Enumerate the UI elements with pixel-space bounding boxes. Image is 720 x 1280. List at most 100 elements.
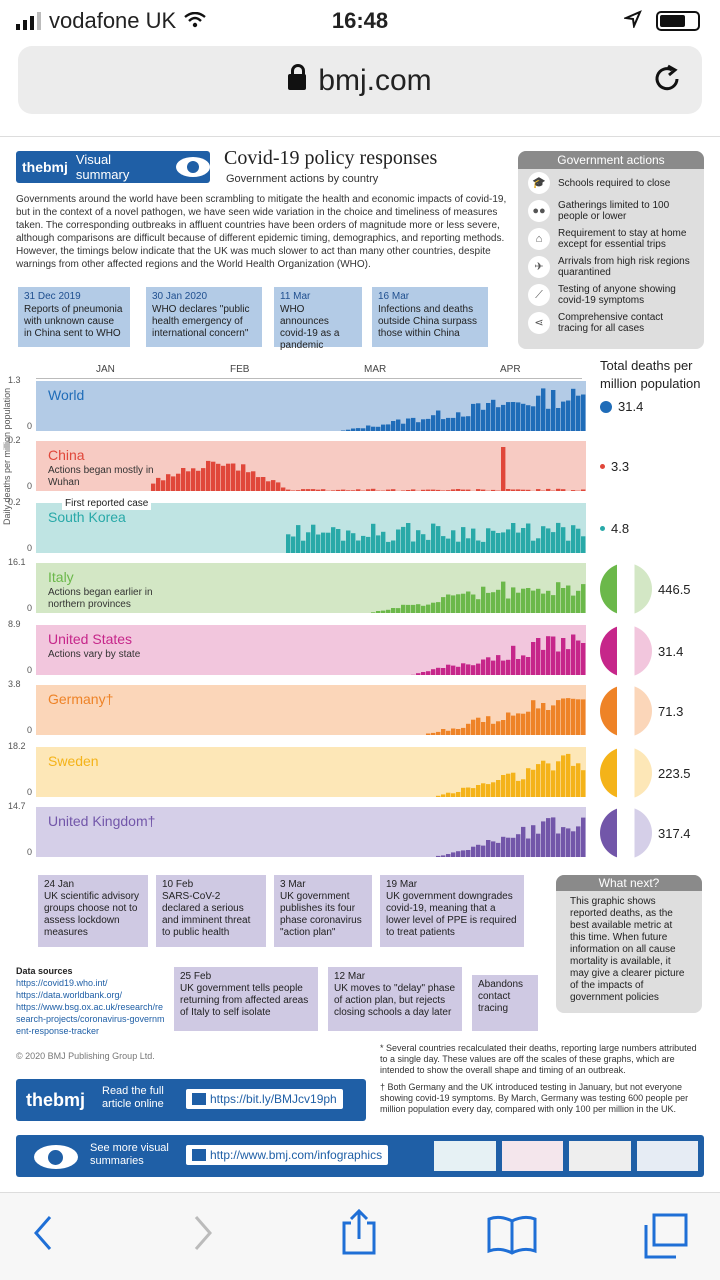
bookmarks-icon[interactable]: [486, 1213, 538, 1260]
total-value: 317.4: [658, 825, 691, 841]
article-link[interactable]: https://bit.ly/BMJcv19ph: [186, 1089, 343, 1109]
y-max-label: 8.9: [8, 619, 21, 629]
death-bar: [471, 528, 476, 553]
death-bar: [546, 710, 551, 735]
bmj-badge: thebmj Visual summary: [16, 151, 210, 183]
legend-item: Gatherings limited to 100 people or lowe…: [558, 200, 670, 222]
death-bar: [306, 489, 311, 491]
death-bar: [436, 526, 441, 553]
month-label: FEB: [230, 364, 250, 375]
death-bar: [531, 642, 536, 675]
death-bar: [536, 538, 541, 553]
death-bar: [371, 612, 376, 613]
death-bar: [531, 769, 536, 797]
death-bar: [576, 395, 581, 431]
more-summaries-banner[interactable]: See more visual summaries http://www.bmj…: [16, 1135, 704, 1177]
y-min-label: 0: [27, 787, 33, 797]
death-bar: [496, 589, 501, 613]
carrier-name: vodafone UK: [49, 8, 177, 33]
death-bar: [541, 649, 546, 675]
reload-icon[interactable]: [650, 62, 684, 101]
country-name: United States: [48, 631, 133, 647]
death-bar: [576, 763, 581, 797]
death-bar: [406, 523, 411, 553]
death-bar: [461, 850, 466, 857]
forward-icon[interactable]: [188, 1213, 218, 1258]
death-bar: [386, 424, 391, 431]
tabs-icon[interactable]: [640, 1213, 690, 1264]
death-bar: [286, 534, 291, 553]
death-bar: [376, 535, 381, 553]
death-bar: [151, 483, 156, 491]
death-bar: [581, 394, 586, 431]
death-bar: [236, 470, 241, 491]
country-name: South Korea: [48, 509, 126, 525]
death-bar: [496, 721, 501, 735]
country-note: Actions vary by state: [48, 649, 141, 660]
death-bar: [466, 723, 471, 735]
back-icon[interactable]: [28, 1213, 58, 1258]
death-bar: [581, 817, 586, 857]
death-bar: [171, 476, 176, 491]
death-bar: [486, 403, 491, 431]
country-band: Italy Actions began earlier in northern p…: [36, 563, 586, 613]
death-bar: [271, 480, 276, 491]
event-callout: 30 Jan 2020 WHO declares "public health e…: [146, 287, 262, 347]
death-bar: [391, 540, 396, 553]
death-bar: [391, 489, 396, 491]
death-bar: [556, 522, 561, 553]
death-bar: [541, 593, 546, 613]
death-bar: [451, 728, 456, 735]
y-min-label: 0: [27, 543, 33, 553]
total-deaths: 4.8: [600, 521, 629, 536]
totals-heading: Total deaths per million population: [600, 358, 701, 391]
death-bar: [456, 851, 461, 857]
death-bar: [411, 604, 416, 613]
death-bar: [456, 594, 461, 613]
death-bar: [541, 760, 546, 797]
death-bar: [456, 541, 461, 553]
country-name: China: [48, 447, 85, 463]
death-bar: [386, 541, 391, 553]
death-bar: [566, 828, 571, 857]
death-bar: [456, 792, 461, 797]
country-note: Actions began earlier in northern provin…: [48, 587, 153, 610]
death-bar: [446, 417, 451, 431]
death-bar: [571, 525, 576, 553]
death-bar: [466, 489, 471, 491]
death-bar: [261, 477, 266, 491]
death-bar: [571, 490, 576, 491]
share-icon[interactable]: [338, 1208, 380, 1260]
death-bar: [321, 489, 326, 491]
death-bar: [546, 763, 551, 797]
address-bar[interactable]: bmj.com: [18, 46, 702, 114]
source-link[interactable]: https://covid19.who.int/: [16, 978, 108, 988]
death-bar: [551, 770, 556, 797]
death-bar: [581, 643, 586, 675]
y-max-label: 14.7: [8, 801, 26, 811]
death-bar: [311, 489, 316, 491]
death-bar: [436, 795, 441, 797]
total-value: 71.3: [658, 703, 684, 719]
death-bar: [541, 703, 546, 735]
article-banner[interactable]: thebmj Read the full article online http…: [16, 1079, 366, 1121]
death-bar: [531, 700, 536, 735]
carrier: vodafone UK: [16, 8, 206, 34]
death-bar: [316, 489, 321, 491]
death-bar: [546, 408, 551, 431]
source-link[interactable]: https://data.worldbank.org/: [16, 990, 123, 1000]
death-bar: [546, 818, 551, 857]
source-link[interactable]: https://www.bsg.ox.ac.uk/research/resear…: [16, 1002, 165, 1036]
death-bar: [526, 405, 531, 431]
scale-dot: [600, 526, 605, 531]
death-bar: [491, 592, 496, 613]
death-bar: [346, 429, 351, 431]
death-bar: [321, 532, 326, 553]
death-bar: [471, 846, 476, 857]
death-bar: [381, 424, 386, 431]
intro-text: Governments around the world have been s…: [16, 194, 507, 270]
infographics-link[interactable]: http://www.bmj.com/infographics: [186, 1145, 389, 1165]
y-min-label: 0: [27, 847, 33, 857]
url-text: bmj.com: [318, 64, 432, 97]
death-bar: [251, 471, 256, 491]
